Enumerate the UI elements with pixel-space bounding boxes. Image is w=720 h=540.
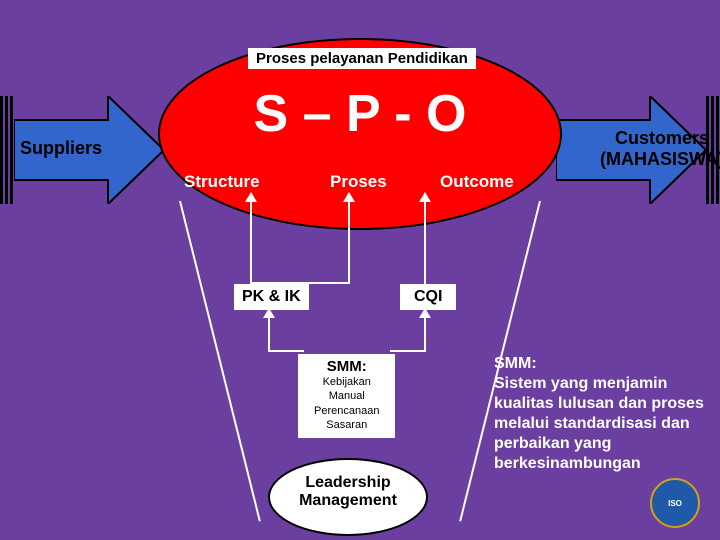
bottom-ellipse-text: Leadership Management xyxy=(268,474,428,510)
arrow-smm-cqi xyxy=(424,314,426,352)
customers-label: Customers (MAHASISWA) xyxy=(600,128,720,170)
smm-line-2: Perencanaan xyxy=(314,404,379,418)
pk-ik-box: PK & IK xyxy=(234,284,309,310)
arrow-pk-p-v xyxy=(348,198,350,284)
smm-box: SMM: Kebijakan Manual Perencanaan Sasara… xyxy=(298,354,395,438)
smm-line-3: Sasaran xyxy=(314,418,379,432)
arrow-cqi-o-head xyxy=(419,192,431,202)
leadership-label: Leadership xyxy=(305,474,390,491)
smm-line-0: Kebijakan xyxy=(314,375,379,389)
iso-text: ISO xyxy=(668,499,682,508)
ellipse-title: Proses pelayanan Pendidikan xyxy=(248,48,476,69)
management-label: Management xyxy=(299,492,397,509)
arrow-smm-pk xyxy=(268,314,270,352)
spo-structure: Structure xyxy=(184,172,260,192)
arrow-smm-cqi-h xyxy=(390,350,426,352)
smm-title: SMM: xyxy=(314,358,379,375)
spo-big: S – P - O xyxy=(158,84,562,144)
spo-proses: Proses xyxy=(330,172,387,192)
iso-badge-icon: ISO xyxy=(650,478,700,528)
arrow-cqi-o xyxy=(424,198,426,284)
arrow-pk-s-head xyxy=(245,192,257,202)
arrow-pk-s xyxy=(250,198,252,284)
suppliers-label: Suppliers xyxy=(20,138,102,159)
arrow-smm-pk-h xyxy=(268,350,304,352)
customers-text: Customers xyxy=(615,128,709,148)
smm-desc-body: Sistem yang menjamin kualitas lulusan da… xyxy=(494,375,704,472)
smm-desc-title: SMM: xyxy=(494,355,537,372)
suppliers-bars xyxy=(0,96,14,204)
arrow-pk-p-head xyxy=(343,192,355,202)
customers-subtext: (MAHASISWA) xyxy=(600,149,720,169)
spo-outcome: Outcome xyxy=(440,172,514,192)
cqi-box: CQI xyxy=(400,284,456,310)
smm-line-1: Manual xyxy=(314,389,379,403)
smm-desc: SMM: Sistem yang menjamin kualitas lulus… xyxy=(494,354,710,474)
